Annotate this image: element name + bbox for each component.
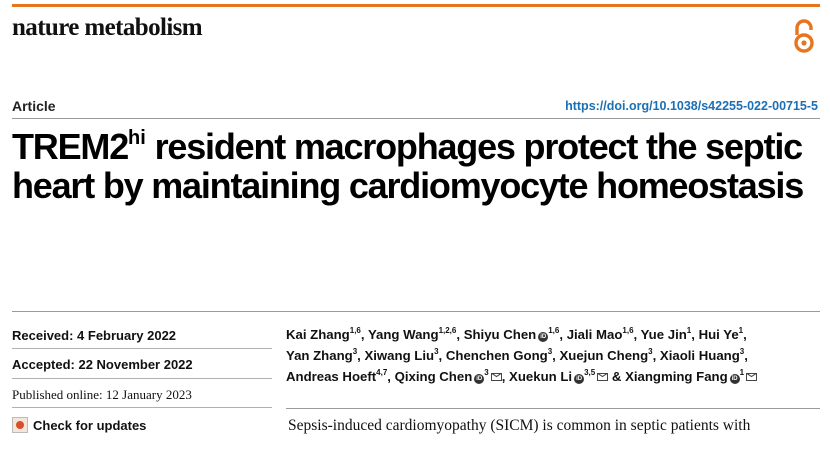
title-part-1: TREM2 — [12, 126, 129, 167]
author-affiliation: 1,6 — [622, 326, 634, 335]
abstract-divider — [286, 408, 820, 449]
article-title: TREM2hi resident macrophages protect the… — [12, 127, 820, 205]
author-name[interactable]: Hui Ye1 — [698, 326, 744, 343]
email-icon[interactable] — [597, 373, 609, 381]
accepted-date: Accepted: 22 November 2022 — [12, 357, 193, 372]
check-updates-icon — [12, 417, 28, 433]
author-affiliation: 1 — [738, 326, 744, 335]
author-name[interactable]: Andreas Hoeft4,7 — [286, 368, 388, 385]
check-for-updates-button[interactable]: Check for updates — [12, 417, 146, 433]
author-name[interactable]: Chenchen Gong3 — [445, 347, 553, 364]
metadata-top-rule — [12, 311, 820, 312]
orcid-icon[interactable]: iD — [729, 374, 740, 384]
author-name[interactable]: Yue Jin1 — [640, 326, 692, 343]
article-type: Article — [12, 98, 56, 114]
journal-name[interactable]: nature metabolism — [12, 14, 203, 41]
author-affiliation: 3 — [739, 347, 745, 356]
title-part-2: resident macrophages protect the septic … — [12, 126, 804, 206]
author-affiliation: 1 — [686, 326, 692, 335]
date-divider — [12, 407, 272, 408]
doi-link[interactable]: https://doi.org/10.1038/s42255-022-00715… — [565, 99, 818, 113]
author-affiliation: 3 — [648, 347, 653, 356]
email-icon[interactable] — [746, 373, 758, 381]
orcid-icon[interactable]: iD — [474, 374, 485, 384]
author-name[interactable]: Xiwang Liu3 — [364, 347, 439, 364]
author-name[interactable]: Yan Zhang3 — [286, 347, 358, 364]
author-affiliation: 4,7 — [376, 368, 388, 377]
author-affiliation: 1,2,6 — [438, 326, 457, 335]
author-affiliation: 3 — [484, 368, 489, 377]
date-divider — [12, 378, 272, 379]
author-ampersand: & — [611, 369, 622, 384]
author-name[interactable]: Shiyu Chen iD1,6 — [463, 326, 560, 342]
date-divider — [12, 348, 272, 349]
title-top-rule — [12, 118, 820, 119]
author-affiliation: 3 — [352, 347, 358, 356]
author-name[interactable]: Jiali Mao1,6 — [566, 326, 634, 343]
author-name[interactable]: Xiaoli Huang3 — [659, 347, 745, 364]
abstract-text: Sepsis-induced cardiomyopathy (SICM) is … — [288, 417, 751, 434]
check-for-updates-label: Check for updates — [33, 417, 147, 433]
author-name[interactable]: Qixing Chen iD3 — [395, 369, 502, 384]
author-affiliation: 3 — [434, 347, 439, 356]
author-name[interactable]: Yang Wang1,2,6 — [367, 326, 457, 343]
author-affiliation: 1 — [739, 368, 745, 377]
open-access-icon — [794, 19, 814, 53]
orcid-icon[interactable]: iD — [538, 332, 549, 342]
author-list: Kai Zhang1,6, Yang Wang1,2,6, Shiyu Chen… — [286, 324, 818, 387]
orcid-icon[interactable]: iD — [574, 374, 585, 384]
author-affiliation: 1,6 — [349, 326, 361, 335]
journal-accent-bar — [12, 4, 820, 7]
author-name[interactable]: Kai Zhang1,6 — [286, 326, 361, 343]
received-date: Received: 4 February 2022 — [12, 328, 177, 343]
author-name[interactable]: Xuekun Li iD3,5 — [509, 368, 609, 384]
author-affiliation: 1,6 — [548, 326, 560, 335]
author-name[interactable]: Xuejun Cheng3 — [559, 347, 653, 364]
author-affiliation: 3 — [547, 347, 553, 356]
title-superscript: hi — [128, 127, 146, 149]
author-name[interactable]: Xiangming Fang iD1 — [625, 368, 758, 384]
email-icon[interactable] — [490, 373, 502, 381]
author-affiliation: 3,5 — [584, 368, 596, 377]
published-date: Published online: 12 January 2023 — [12, 387, 192, 402]
